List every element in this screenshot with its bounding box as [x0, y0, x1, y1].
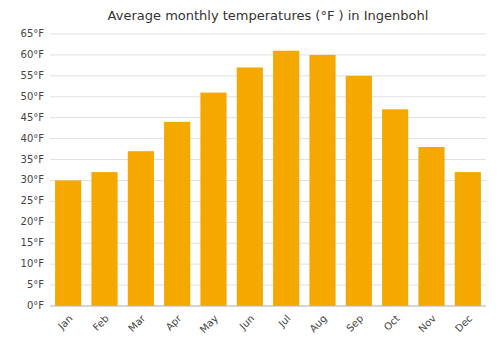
bar: [237, 67, 263, 306]
x-tick-label: Jul: [276, 313, 293, 330]
grid-line: [50, 34, 486, 35]
bar: [455, 172, 481, 306]
bar: [164, 122, 190, 306]
bar: [382, 109, 408, 306]
grid-line: [50, 96, 486, 97]
y-tick-label: 15°F: [21, 237, 45, 248]
grid-line: [50, 138, 486, 139]
y-tick-label: 30°F: [21, 174, 45, 185]
x-tick-label: Jun: [237, 313, 257, 333]
bar: [273, 51, 299, 306]
x-tick-label: Dec: [453, 313, 474, 334]
title: Average monthly temperatures (°F ) in In…: [108, 8, 429, 23]
x-axis-line: [50, 306, 486, 307]
bar: [418, 147, 444, 306]
x-tick-label: Aug: [307, 313, 329, 335]
y-tick-label: 40°F: [21, 133, 45, 144]
grid-line: [50, 75, 486, 76]
y-tick-label: 20°F: [21, 216, 45, 227]
x-tick-label: May: [198, 313, 220, 335]
y-tick-label: 50°F: [21, 91, 45, 102]
y-tick-label: 65°F: [21, 28, 45, 39]
x-tick-label: Apr: [164, 312, 185, 333]
y-tick-label: 0°F: [27, 300, 44, 311]
bar: [55, 180, 81, 306]
y-tick-label: 55°F: [21, 70, 45, 81]
x-tick-label: Feb: [91, 313, 111, 333]
chart-svg: 0°F 5°F 10°F 15°F 20°F 25°F 30°F 35°F 40°F 45°F 50…: [0, 0, 500, 350]
grid: [50, 34, 486, 306]
grid-line: [50, 54, 486, 55]
grid-line: [50, 117, 486, 118]
y-tick-label: 25°F: [21, 195, 45, 206]
y-tick-label: 10°F: [21, 258, 45, 269]
x-tick-label: Mar: [126, 312, 148, 334]
x-tick-label: Nov: [416, 313, 438, 335]
bar: [346, 76, 372, 306]
grid-line: [50, 306, 486, 307]
chart-container: 0°F 5°F 10°F 15°F 20°F 25°F 30°F 35°F 40°F 45°F 50…: [0, 0, 500, 350]
x-tick-label: Oct: [382, 313, 402, 333]
y-tick-label: 5°F: [27, 279, 44, 290]
y-tick-label: 35°F: [21, 154, 45, 165]
bar: [91, 172, 117, 306]
x-tick-label: Sep: [344, 313, 365, 334]
bar: [309, 55, 335, 306]
bar: [128, 151, 154, 306]
bars: [55, 51, 481, 306]
bar: [200, 93, 226, 306]
x-tick-label: Jan: [55, 313, 74, 332]
y-tick-label: 60°F: [21, 49, 45, 60]
y-tick-label: 45°F: [21, 112, 45, 123]
